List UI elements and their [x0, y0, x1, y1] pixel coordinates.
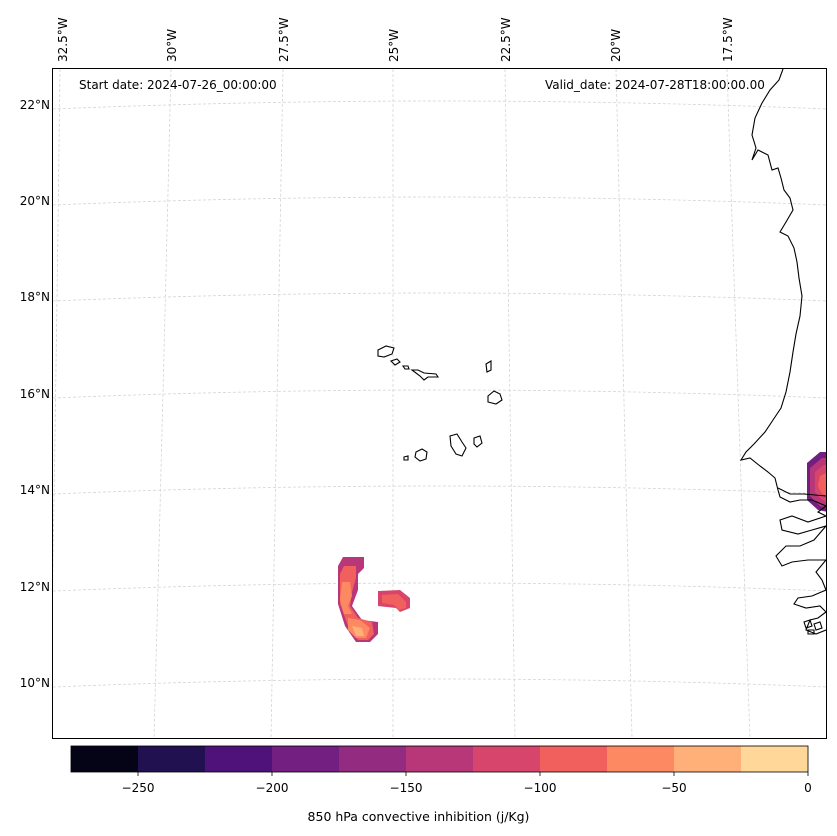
colorbar — [70, 745, 809, 776]
meridian-27-5w — [270, 69, 284, 738]
parallel-18n — [53, 292, 826, 302]
map-panel[interactable] — [52, 68, 827, 739]
lat-label-14n: 14°N — [19, 483, 50, 497]
island-sao-nicolau — [410, 369, 440, 381]
island-bijagos-2 — [813, 621, 823, 631]
coastline-gambia — [777, 487, 826, 497]
colorbar-tick-0: 0 — [804, 781, 812, 795]
island-santo-antao — [377, 345, 395, 358]
island-brava — [403, 455, 409, 461]
cin-patch-ocean — [338, 557, 410, 642]
parallel-12n — [53, 582, 826, 592]
lat-label-10n: 10°N — [19, 676, 50, 690]
colorbar-segment — [607, 746, 675, 772]
lat-label-16n: 16°N — [19, 387, 50, 401]
colorbar-segment — [339, 746, 407, 772]
island-fogo — [414, 448, 428, 462]
colorbar-tick-minus-100: −100 — [523, 781, 557, 795]
lat-label-22n: 22°N — [19, 98, 50, 112]
colorbar-tick-minus-50: −50 — [661, 781, 687, 795]
gridline-icon — [53, 69, 826, 738]
island-maio — [473, 435, 483, 448]
colorbar-segment — [138, 746, 206, 772]
meridian-30w — [153, 69, 172, 738]
colorbar-tick-minus-150: −150 — [389, 781, 423, 795]
meridian-32-5w — [53, 69, 61, 587]
lat-label-18n: 18°N — [19, 290, 50, 304]
colorbar-segment — [406, 746, 474, 772]
parallel-22n — [53, 100, 826, 110]
valid-date-label: Valid_date: 2024-07-28T18:00:00.00 — [545, 78, 765, 92]
parallel-20n — [53, 196, 826, 206]
island-santiago — [449, 433, 467, 457]
parallel-10n — [53, 678, 826, 688]
colorbar-tick-minus-250: −250 — [121, 781, 155, 795]
coastline-icon — [377, 69, 826, 635]
colorbar-segment — [540, 746, 608, 772]
colorbar-segment — [741, 746, 809, 772]
island-bijagos-1 — [803, 619, 813, 629]
meridian-17-5w — [726, 69, 751, 738]
island-boa-vista — [487, 390, 503, 405]
colorbar-tick-minus-200: −200 — [255, 781, 289, 795]
island-sao-vicente — [389, 358, 401, 366]
island-santa-luzia — [401, 365, 410, 370]
colorbar-frame — [70, 745, 809, 773]
island-sal — [485, 360, 492, 373]
colorbar-segment — [71, 746, 139, 772]
island-bijagos-3 — [807, 629, 815, 635]
colorbar-segment — [674, 746, 742, 772]
meridian-22-5w — [504, 69, 516, 738]
lat-label-12n: 12°N — [19, 580, 50, 594]
lat-label-20n: 20°N — [19, 194, 50, 208]
colorbar-segment — [473, 746, 541, 772]
parallel-14n — [53, 485, 826, 495]
colorbar-segment — [205, 746, 273, 772]
cin-patch-senegal — [807, 452, 826, 512]
africa-coastline — [739, 69, 826, 635]
parallel-16n — [53, 389, 826, 399]
colorbar-label: 850 hPa convective inhibition (j/Kg) — [307, 809, 530, 824]
meridian-20w — [615, 69, 633, 738]
start-date-label: Start date: 2024-07-26_00:00:00 — [79, 78, 277, 92]
colorbar-segment — [272, 746, 340, 772]
